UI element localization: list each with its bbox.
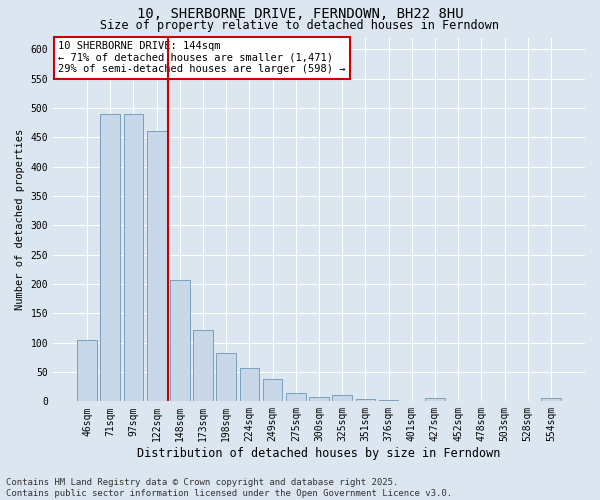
Text: Size of property relative to detached houses in Ferndown: Size of property relative to detached ho…: [101, 18, 499, 32]
Bar: [77, 340, 97, 402]
Bar: [309, 396, 329, 402]
Text: 10, SHERBORNE DRIVE, FERNDOWN, BH22 8HU: 10, SHERBORNE DRIVE, FERNDOWN, BH22 8HU: [137, 8, 463, 22]
X-axis label: Distribution of detached houses by size in Ferndown: Distribution of detached houses by size …: [137, 447, 501, 460]
Bar: [356, 399, 375, 402]
Text: 10 SHERBORNE DRIVE: 144sqm
← 71% of detached houses are smaller (1,471)
29% of s: 10 SHERBORNE DRIVE: 144sqm ← 71% of deta…: [58, 41, 346, 74]
Bar: [332, 395, 352, 402]
Bar: [286, 393, 305, 402]
Bar: [147, 132, 167, 402]
Bar: [217, 353, 236, 402]
Bar: [541, 398, 561, 402]
Bar: [379, 400, 398, 402]
Bar: [100, 114, 120, 402]
Bar: [193, 330, 213, 402]
Bar: [170, 280, 190, 402]
Text: Contains HM Land Registry data © Crown copyright and database right 2025.
Contai: Contains HM Land Registry data © Crown c…: [6, 478, 452, 498]
Bar: [425, 398, 445, 402]
Y-axis label: Number of detached properties: Number of detached properties: [15, 129, 25, 310]
Bar: [124, 114, 143, 402]
Bar: [263, 379, 283, 402]
Bar: [239, 368, 259, 402]
